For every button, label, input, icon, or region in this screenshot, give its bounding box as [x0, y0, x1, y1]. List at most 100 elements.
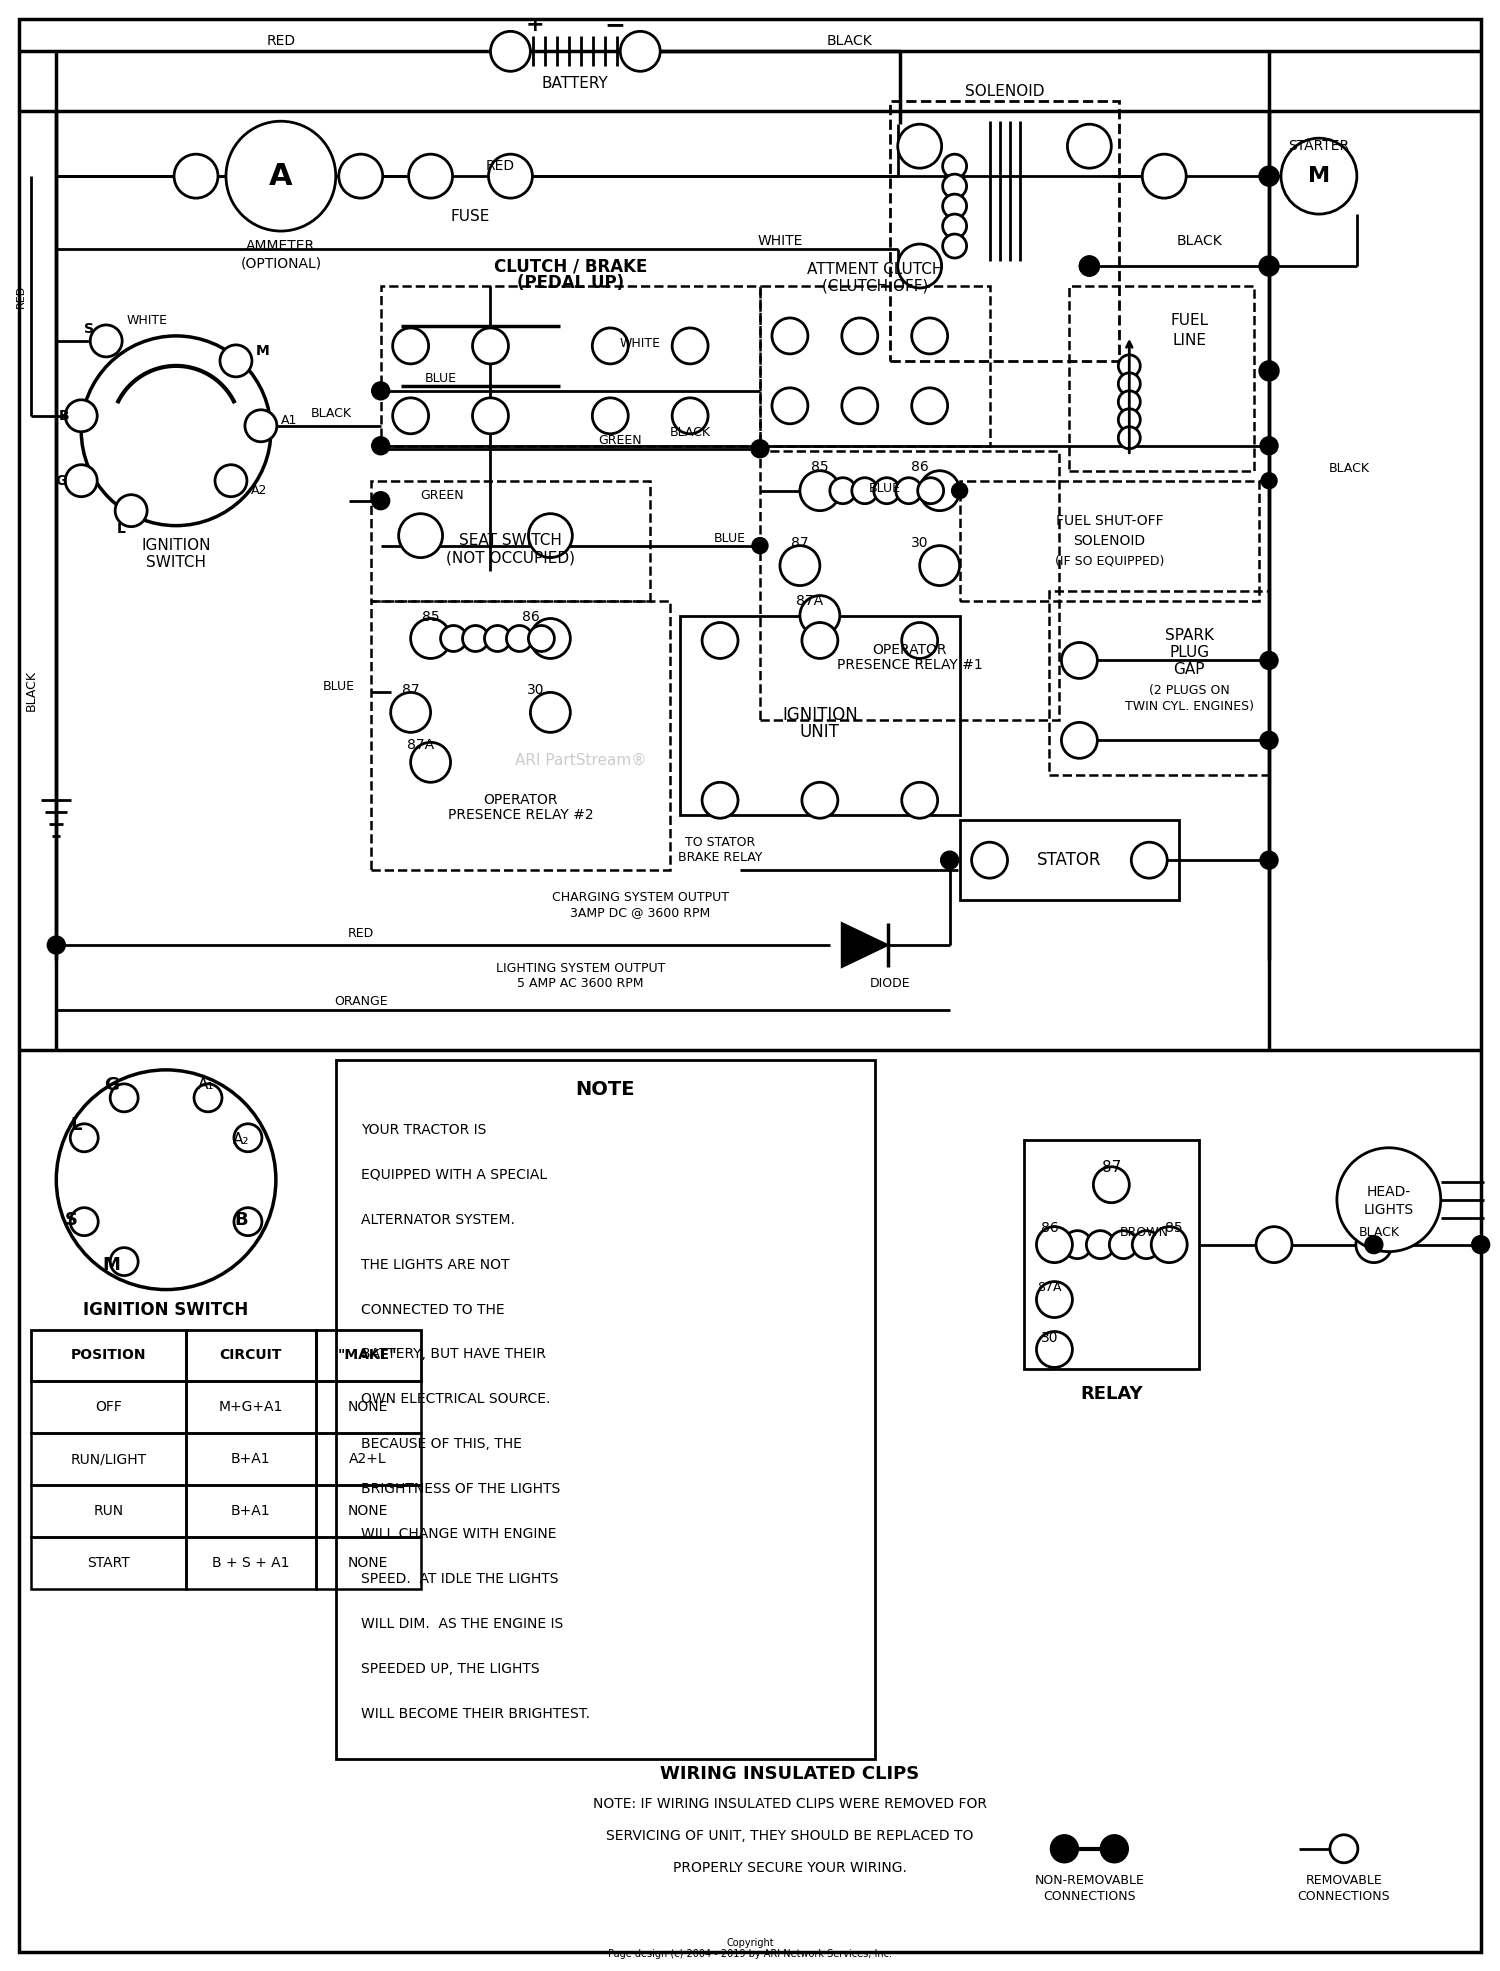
Text: +: +: [526, 16, 544, 35]
Text: LIGHTS: LIGHTS: [1364, 1202, 1414, 1216]
Circle shape: [920, 546, 960, 585]
Circle shape: [902, 782, 938, 818]
Text: OPERATOR: OPERATOR: [873, 643, 946, 658]
Text: BLUE: BLUE: [714, 532, 746, 546]
Text: BATTERY, BUT HAVE THEIR: BATTERY, BUT HAVE THEIR: [360, 1348, 546, 1362]
Text: RED: RED: [486, 160, 514, 173]
Text: 85: 85: [422, 609, 440, 623]
Text: 30: 30: [526, 684, 544, 698]
Text: OPERATOR: OPERATOR: [483, 792, 558, 808]
Bar: [100, 1159, 156, 1175]
Circle shape: [1086, 1230, 1114, 1259]
Text: SWITCH: SWITCH: [146, 556, 206, 570]
Text: NOTE: NOTE: [576, 1080, 634, 1100]
Text: NON-REMOVABLE: NON-REMOVABLE: [1035, 1874, 1144, 1888]
Circle shape: [70, 1208, 98, 1236]
Text: RED: RED: [348, 926, 374, 940]
Circle shape: [399, 514, 442, 558]
Bar: [186, 1537, 316, 1589]
Circle shape: [174, 154, 217, 199]
Circle shape: [1062, 643, 1098, 678]
Text: HEAD-: HEAD-: [1366, 1185, 1411, 1198]
Circle shape: [800, 471, 840, 510]
Text: PRESENCE RELAY #1: PRESENCE RELAY #1: [837, 658, 983, 672]
Circle shape: [1281, 138, 1358, 215]
Bar: [381, 286, 760, 445]
Text: 85: 85: [812, 459, 828, 473]
Circle shape: [372, 438, 390, 455]
Circle shape: [951, 483, 968, 499]
Circle shape: [942, 173, 966, 199]
Text: SPEEDED UP, THE LIGHTS: SPEEDED UP, THE LIGHTS: [360, 1662, 540, 1675]
Text: TWIN CYL. ENGINES): TWIN CYL. ENGINES): [1125, 700, 1254, 714]
Text: FUSE: FUSE: [452, 209, 491, 223]
Circle shape: [1110, 1230, 1137, 1259]
Bar: [336, 1060, 874, 1758]
Text: CLUTCH / BRAKE: CLUTCH / BRAKE: [494, 256, 646, 276]
Bar: [316, 1382, 420, 1433]
Circle shape: [393, 398, 429, 434]
Text: ATTMENT CLUTCH: ATTMENT CLUTCH: [807, 262, 944, 276]
Text: NONE: NONE: [348, 1504, 388, 1518]
Text: 87A: 87A: [406, 739, 433, 753]
Text: RUN/LIGHT: RUN/LIGHT: [70, 1453, 147, 1466]
Text: 86: 86: [910, 459, 928, 473]
Text: RELAY: RELAY: [1080, 1386, 1143, 1403]
Text: A₂: A₂: [232, 1131, 249, 1147]
Circle shape: [1260, 652, 1278, 670]
Text: 87: 87: [790, 536, 808, 550]
Text: CHARGING SYSTEM OUTPUT: CHARGING SYSTEM OUTPUT: [552, 891, 729, 903]
Bar: [146, 1190, 160, 1244]
Text: GREEN: GREEN: [420, 489, 464, 503]
Text: B: B: [234, 1210, 248, 1228]
Circle shape: [244, 410, 278, 442]
Text: M: M: [256, 343, 270, 359]
Circle shape: [372, 382, 390, 400]
Text: STATOR: STATOR: [1036, 851, 1101, 869]
Text: BLUE: BLUE: [322, 680, 356, 694]
Circle shape: [1260, 731, 1278, 749]
Circle shape: [1101, 1835, 1128, 1863]
Text: WILL BECOME THEIR BRIGHTEST.: WILL BECOME THEIR BRIGHTEST.: [360, 1707, 590, 1721]
Circle shape: [490, 32, 531, 71]
Circle shape: [1119, 428, 1140, 449]
Text: ORANGE: ORANGE: [334, 995, 387, 1009]
Text: BLACK: BLACK: [1176, 235, 1222, 248]
Circle shape: [592, 398, 628, 434]
Bar: [316, 1537, 420, 1589]
Circle shape: [472, 398, 508, 434]
Text: (IF SO EQUIPPED): (IF SO EQUIPPED): [1054, 554, 1164, 568]
Bar: [316, 1330, 420, 1382]
Text: BROWN: BROWN: [1120, 1226, 1168, 1240]
Text: TO STATOR: TO STATOR: [686, 836, 754, 850]
Circle shape: [918, 477, 944, 505]
Text: L: L: [117, 522, 126, 536]
Bar: [890, 101, 1119, 361]
Text: WHITE: WHITE: [126, 315, 166, 327]
Circle shape: [70, 1123, 98, 1151]
Circle shape: [194, 1084, 222, 1112]
Bar: [176, 1159, 231, 1175]
Text: BLACK: BLACK: [26, 670, 38, 712]
Text: M+G+A1: M+G+A1: [219, 1401, 284, 1415]
Bar: [146, 1116, 160, 1169]
Circle shape: [1336, 1147, 1440, 1252]
Text: S: S: [84, 321, 94, 335]
Text: BRAKE RELAY: BRAKE RELAY: [678, 851, 762, 863]
Text: B: B: [58, 408, 69, 424]
Text: WIRING INSULATED CLIPS: WIRING INSULATED CLIPS: [660, 1764, 920, 1784]
Circle shape: [462, 625, 489, 652]
Circle shape: [411, 743, 450, 782]
Circle shape: [528, 625, 555, 652]
Bar: [32, 1433, 186, 1486]
Text: WHITE: WHITE: [620, 337, 660, 351]
Circle shape: [220, 345, 252, 376]
Text: SOLENOID: SOLENOID: [1074, 534, 1146, 548]
Circle shape: [1365, 1236, 1383, 1254]
Circle shape: [752, 440, 770, 457]
Circle shape: [897, 244, 942, 288]
Text: POSITION: POSITION: [70, 1348, 146, 1362]
Text: IGNITION: IGNITION: [782, 706, 858, 725]
Circle shape: [1330, 1835, 1358, 1863]
Text: GAP: GAP: [1173, 662, 1204, 676]
